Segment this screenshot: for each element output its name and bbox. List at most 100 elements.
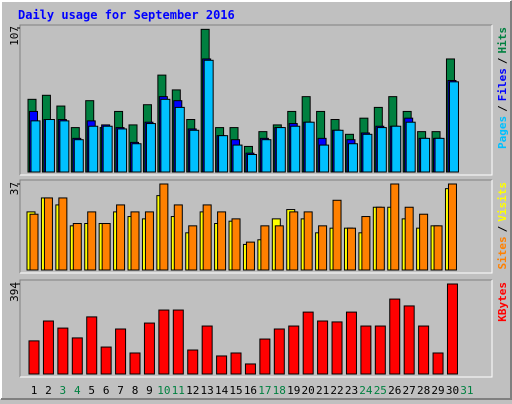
panel-shadow: [19, 24, 492, 175]
bar: [158, 309, 170, 375]
legend-entry: Pages: [496, 116, 509, 149]
bar: [102, 125, 113, 173]
panel-shadow: [19, 179, 492, 273]
bar: [389, 298, 401, 375]
bar: [159, 183, 169, 271]
bar: [345, 311, 357, 375]
x-tick-label: 29: [431, 384, 444, 397]
x-tick-label: 14: [215, 384, 229, 397]
legend-entry: Sites: [496, 236, 509, 269]
x-tick-label: 11: [172, 384, 185, 397]
bar: [43, 197, 53, 271]
bar: [274, 225, 284, 271]
bar: [244, 363, 256, 375]
bar: [88, 125, 99, 173]
bar: [202, 204, 212, 271]
x-tick-label: 19: [287, 384, 300, 397]
bar: [218, 135, 229, 173]
bar: [245, 241, 255, 271]
legend-entry: Visits: [496, 182, 509, 222]
bar: [374, 325, 386, 375]
y-tick-label: 394: [8, 282, 21, 302]
bar: [87, 211, 97, 271]
x-tick-label: 6: [103, 384, 110, 397]
bar: [419, 213, 429, 271]
bar: [275, 127, 286, 173]
x-tick-label: 21: [316, 384, 329, 397]
x-tick-label: 4: [74, 384, 81, 397]
panel-light: [20, 180, 493, 274]
y-tick-label: 37: [8, 182, 21, 195]
panel-light: [20, 280, 493, 378]
bar: [117, 128, 128, 173]
x-tick-label: 13: [201, 384, 214, 397]
x-tick-label: 1: [31, 384, 38, 397]
bar: [246, 154, 257, 173]
bar: [317, 320, 329, 375]
bar: [347, 143, 358, 173]
legend-entry: KBytes: [496, 282, 509, 322]
x-tick-label: 30: [446, 384, 459, 397]
bar: [288, 325, 300, 375]
bar: [100, 346, 112, 375]
x-tick-label: 10: [157, 384, 170, 397]
bar: [28, 340, 40, 375]
bar: [290, 125, 301, 173]
x-tick-label: 18: [273, 384, 286, 397]
x-tick-label: 8: [132, 384, 139, 397]
bar: [201, 325, 213, 375]
x-tick-label: 2: [45, 384, 52, 397]
bar: [318, 225, 328, 271]
bar: [131, 143, 142, 173]
legend-separator: /: [496, 57, 509, 64]
bar: [420, 137, 431, 173]
bar: [446, 283, 458, 375]
bar: [302, 311, 314, 375]
bar: [29, 213, 39, 271]
bar: [73, 139, 84, 173]
bar: [216, 355, 228, 375]
bar: [304, 121, 315, 173]
bar: [447, 183, 457, 271]
bar: [405, 121, 416, 173]
panel-shadow: [19, 279, 492, 377]
bar: [143, 322, 155, 375]
bar: [289, 211, 299, 271]
bar: [403, 305, 415, 375]
x-tick-label: 12: [186, 384, 199, 397]
bar: [375, 206, 385, 271]
bar: [361, 216, 371, 271]
panel-light: [20, 25, 493, 176]
bar: [261, 139, 272, 173]
bar: [260, 225, 270, 271]
x-tick-label: 22: [330, 384, 343, 397]
x-tick-label: 16: [244, 384, 257, 397]
bar: [58, 197, 68, 271]
bar: [331, 321, 343, 375]
bar: [145, 123, 156, 173]
x-tick-label: 15: [229, 384, 242, 397]
y-tick-label: 107: [8, 26, 21, 46]
legend: Sites / Visits: [496, 182, 509, 270]
bar: [160, 98, 171, 173]
bar: [360, 325, 372, 375]
bar: [259, 338, 271, 375]
x-tick-label: 27: [403, 384, 416, 397]
bar: [101, 223, 111, 271]
bar: [86, 316, 98, 375]
bar: [189, 129, 200, 173]
bar: [174, 106, 185, 173]
bar: [129, 352, 141, 375]
x-tick-label: 17: [258, 384, 271, 397]
bar: [432, 352, 444, 375]
x-tick-label: 9: [146, 384, 153, 397]
bar: [116, 204, 126, 271]
legend-entry: Hits: [496, 27, 509, 54]
x-tick-label: 3: [60, 384, 67, 397]
bar: [71, 337, 83, 375]
bar: [30, 120, 41, 173]
bar: [404, 206, 414, 271]
bar: [332, 199, 342, 271]
